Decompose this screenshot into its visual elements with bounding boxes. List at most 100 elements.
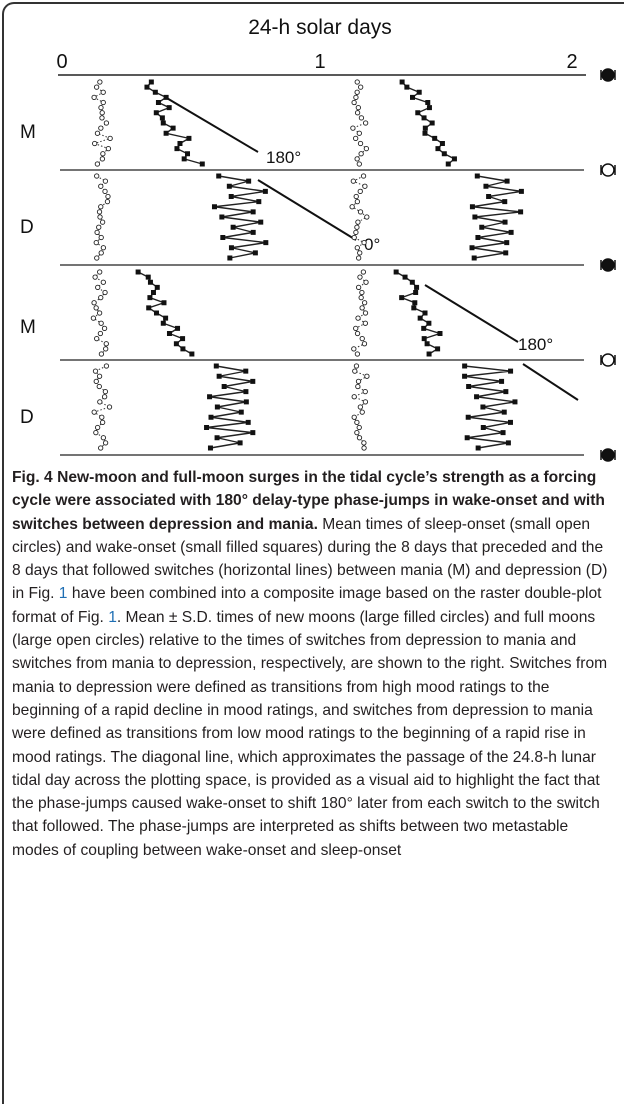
wake-onset <box>219 214 225 220</box>
sleep-onset <box>99 414 105 420</box>
wake-onset <box>250 378 256 384</box>
figure-ref[interactable]: 1 <box>58 585 68 603</box>
sleep-onset <box>355 315 361 321</box>
sleep-onset <box>356 435 363 441</box>
figure: 24-h solar days 0 1 2 M D M D 180° 0° 18… <box>20 16 616 462</box>
wake-onset <box>146 305 152 311</box>
wake-onset <box>214 435 220 441</box>
wake-onset <box>160 120 166 126</box>
sleep-onset <box>98 104 104 111</box>
raster <box>90 79 524 451</box>
wake-onset <box>154 284 160 290</box>
sleep-onset <box>96 209 103 215</box>
wake-onset <box>417 315 423 321</box>
sleep-onset <box>354 156 360 162</box>
wake-onset <box>159 115 165 121</box>
sleep-onset <box>98 445 104 451</box>
sleep-onset <box>354 198 361 205</box>
sleep-onset <box>102 188 108 195</box>
sleep-onset <box>98 250 104 256</box>
wake-onset <box>504 240 510 246</box>
sleep-onset <box>357 404 364 410</box>
sleep-onset <box>96 373 103 379</box>
figure-ref[interactable]: 1 <box>108 608 117 626</box>
wake-onset <box>147 279 153 285</box>
sleep-onset <box>94 130 101 136</box>
diagonal <box>522 363 579 401</box>
sleep-onset <box>353 363 360 369</box>
sleep-onset <box>100 151 106 157</box>
wake-onset <box>486 194 492 199</box>
sleep-trace <box>93 81 112 165</box>
wake-onset <box>263 240 269 246</box>
diagonal <box>257 179 357 241</box>
sleep-onset <box>362 183 368 189</box>
wake-onset <box>426 105 432 111</box>
wake-onset <box>474 394 480 400</box>
wake-onset <box>480 425 486 430</box>
sleep-onset <box>100 435 107 441</box>
caption-text: . Mean ± S.D. times of new moons (large … <box>12 608 608 859</box>
sleep-onset <box>353 94 359 101</box>
wake-onset <box>421 336 427 342</box>
diagonal <box>424 284 519 343</box>
wake-onset <box>412 300 418 306</box>
wake-onset <box>411 305 417 311</box>
sleep-onset <box>357 209 364 215</box>
wake-onset <box>445 161 451 167</box>
annotation: 180° <box>518 335 553 354</box>
sleep-onset <box>103 341 109 347</box>
sleep-onset <box>363 279 369 285</box>
wake-onset <box>437 331 443 336</box>
full-moon <box>601 163 615 177</box>
sleep-onset <box>353 193 359 200</box>
wake-onset <box>227 255 233 261</box>
sleep-onset <box>93 239 99 246</box>
row-label: D <box>20 217 34 238</box>
sleep-onset <box>357 274 363 280</box>
sleep-onset <box>96 383 102 390</box>
wake-onset <box>166 105 172 111</box>
sleep-onset <box>362 320 369 326</box>
sleep-onset <box>362 399 369 405</box>
wake-onset <box>503 389 509 395</box>
sleep-onset <box>98 125 104 131</box>
wake-onset <box>399 79 405 85</box>
sleep-onset <box>358 115 365 121</box>
wake-onset <box>404 84 410 90</box>
sleep-onset <box>354 419 360 426</box>
caption-label: Fig. 4 <box>12 469 53 486</box>
caption: Fig. 4 New-moon and full-moon surges in … <box>12 466 614 862</box>
sleep-onset <box>351 394 357 400</box>
sleep-onset <box>102 178 109 184</box>
sleep-onset <box>354 224 360 230</box>
sleep-onset <box>94 335 100 342</box>
row-label: D <box>20 407 34 428</box>
sleep-onset <box>92 140 98 147</box>
sleep-onset <box>355 378 362 385</box>
sleep-onset <box>97 79 103 85</box>
sleep-onset <box>103 363 110 369</box>
sleep-onset <box>354 245 360 251</box>
wake-onset <box>153 310 159 316</box>
full-moon <box>601 353 615 367</box>
sleep-onset <box>102 440 109 446</box>
tick-label: 1 <box>314 51 325 73</box>
wake-onset <box>145 274 151 280</box>
sleep-onset <box>349 204 355 210</box>
wake-onset <box>483 183 489 189</box>
wake-trace <box>395 271 443 355</box>
wake-onset <box>464 435 470 441</box>
wake-onset <box>252 250 258 256</box>
sleep-onset <box>361 445 367 451</box>
sleep-onset <box>357 188 363 195</box>
wake-onset <box>480 404 486 410</box>
wake-onset <box>186 135 192 141</box>
wake-onset <box>258 219 264 225</box>
sleep-onset <box>97 269 103 275</box>
sleep-onset <box>357 250 363 256</box>
wake-onset <box>472 214 478 220</box>
sleep-onset <box>92 368 99 374</box>
